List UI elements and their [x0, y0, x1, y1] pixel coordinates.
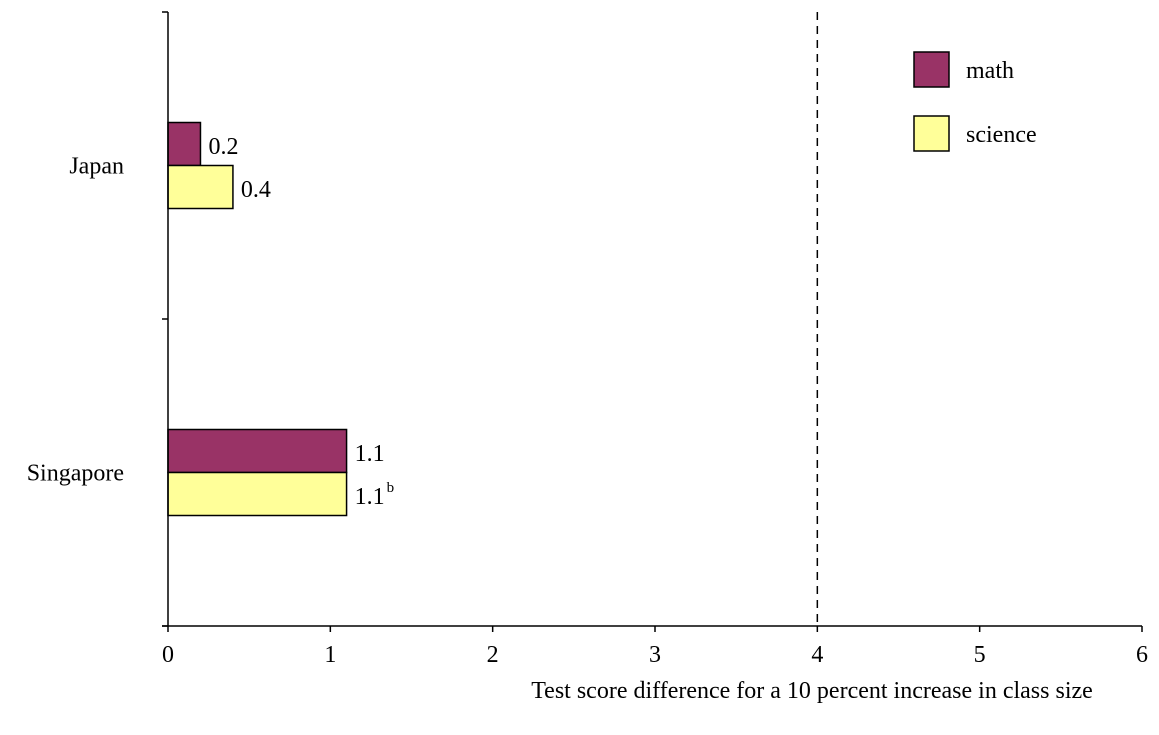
x-tick-label: 6: [1136, 642, 1148, 668]
x-axis-label: Test score difference for a 10 percent i…: [531, 678, 1093, 704]
category-label: Japan: [69, 154, 124, 180]
bar-math: [167, 428, 348, 474]
bars-group: [167, 121, 348, 517]
ticks-group: 0 1 2 3 4 5 6: [162, 11, 1148, 668]
bar-labels-group: 0.20.4 1.1 1.1 b: [208, 134, 394, 510]
x-tick-label: 2: [487, 642, 499, 668]
x-tick-label: 3: [649, 642, 661, 668]
bar-value-label: 1.1: [355, 441, 385, 467]
legend: math science: [913, 51, 1037, 152]
bar-math: [167, 121, 202, 167]
legend-label: science: [966, 122, 1037, 148]
x-tick-label: 1: [324, 642, 336, 668]
bar-value-label: 0.2: [208, 134, 238, 160]
x-tick-label: 5: [974, 642, 986, 668]
legend-swatch-science: [913, 115, 950, 152]
bar-value-label: 0.4: [241, 177, 271, 203]
legend-swatch-math: [913, 51, 950, 88]
category-labels-group: Japan Singapore: [27, 154, 124, 487]
bar-science: [167, 164, 234, 210]
category-label: Singapore: [27, 461, 124, 487]
legend-label: math: [966, 58, 1014, 84]
bar-value-label: 1.1 b: [355, 480, 395, 510]
axes-group: [162, 12, 1142, 627]
x-tick-label: 4: [811, 642, 823, 668]
bar-science: [167, 471, 348, 517]
x-tick-label: 0: [162, 642, 174, 668]
